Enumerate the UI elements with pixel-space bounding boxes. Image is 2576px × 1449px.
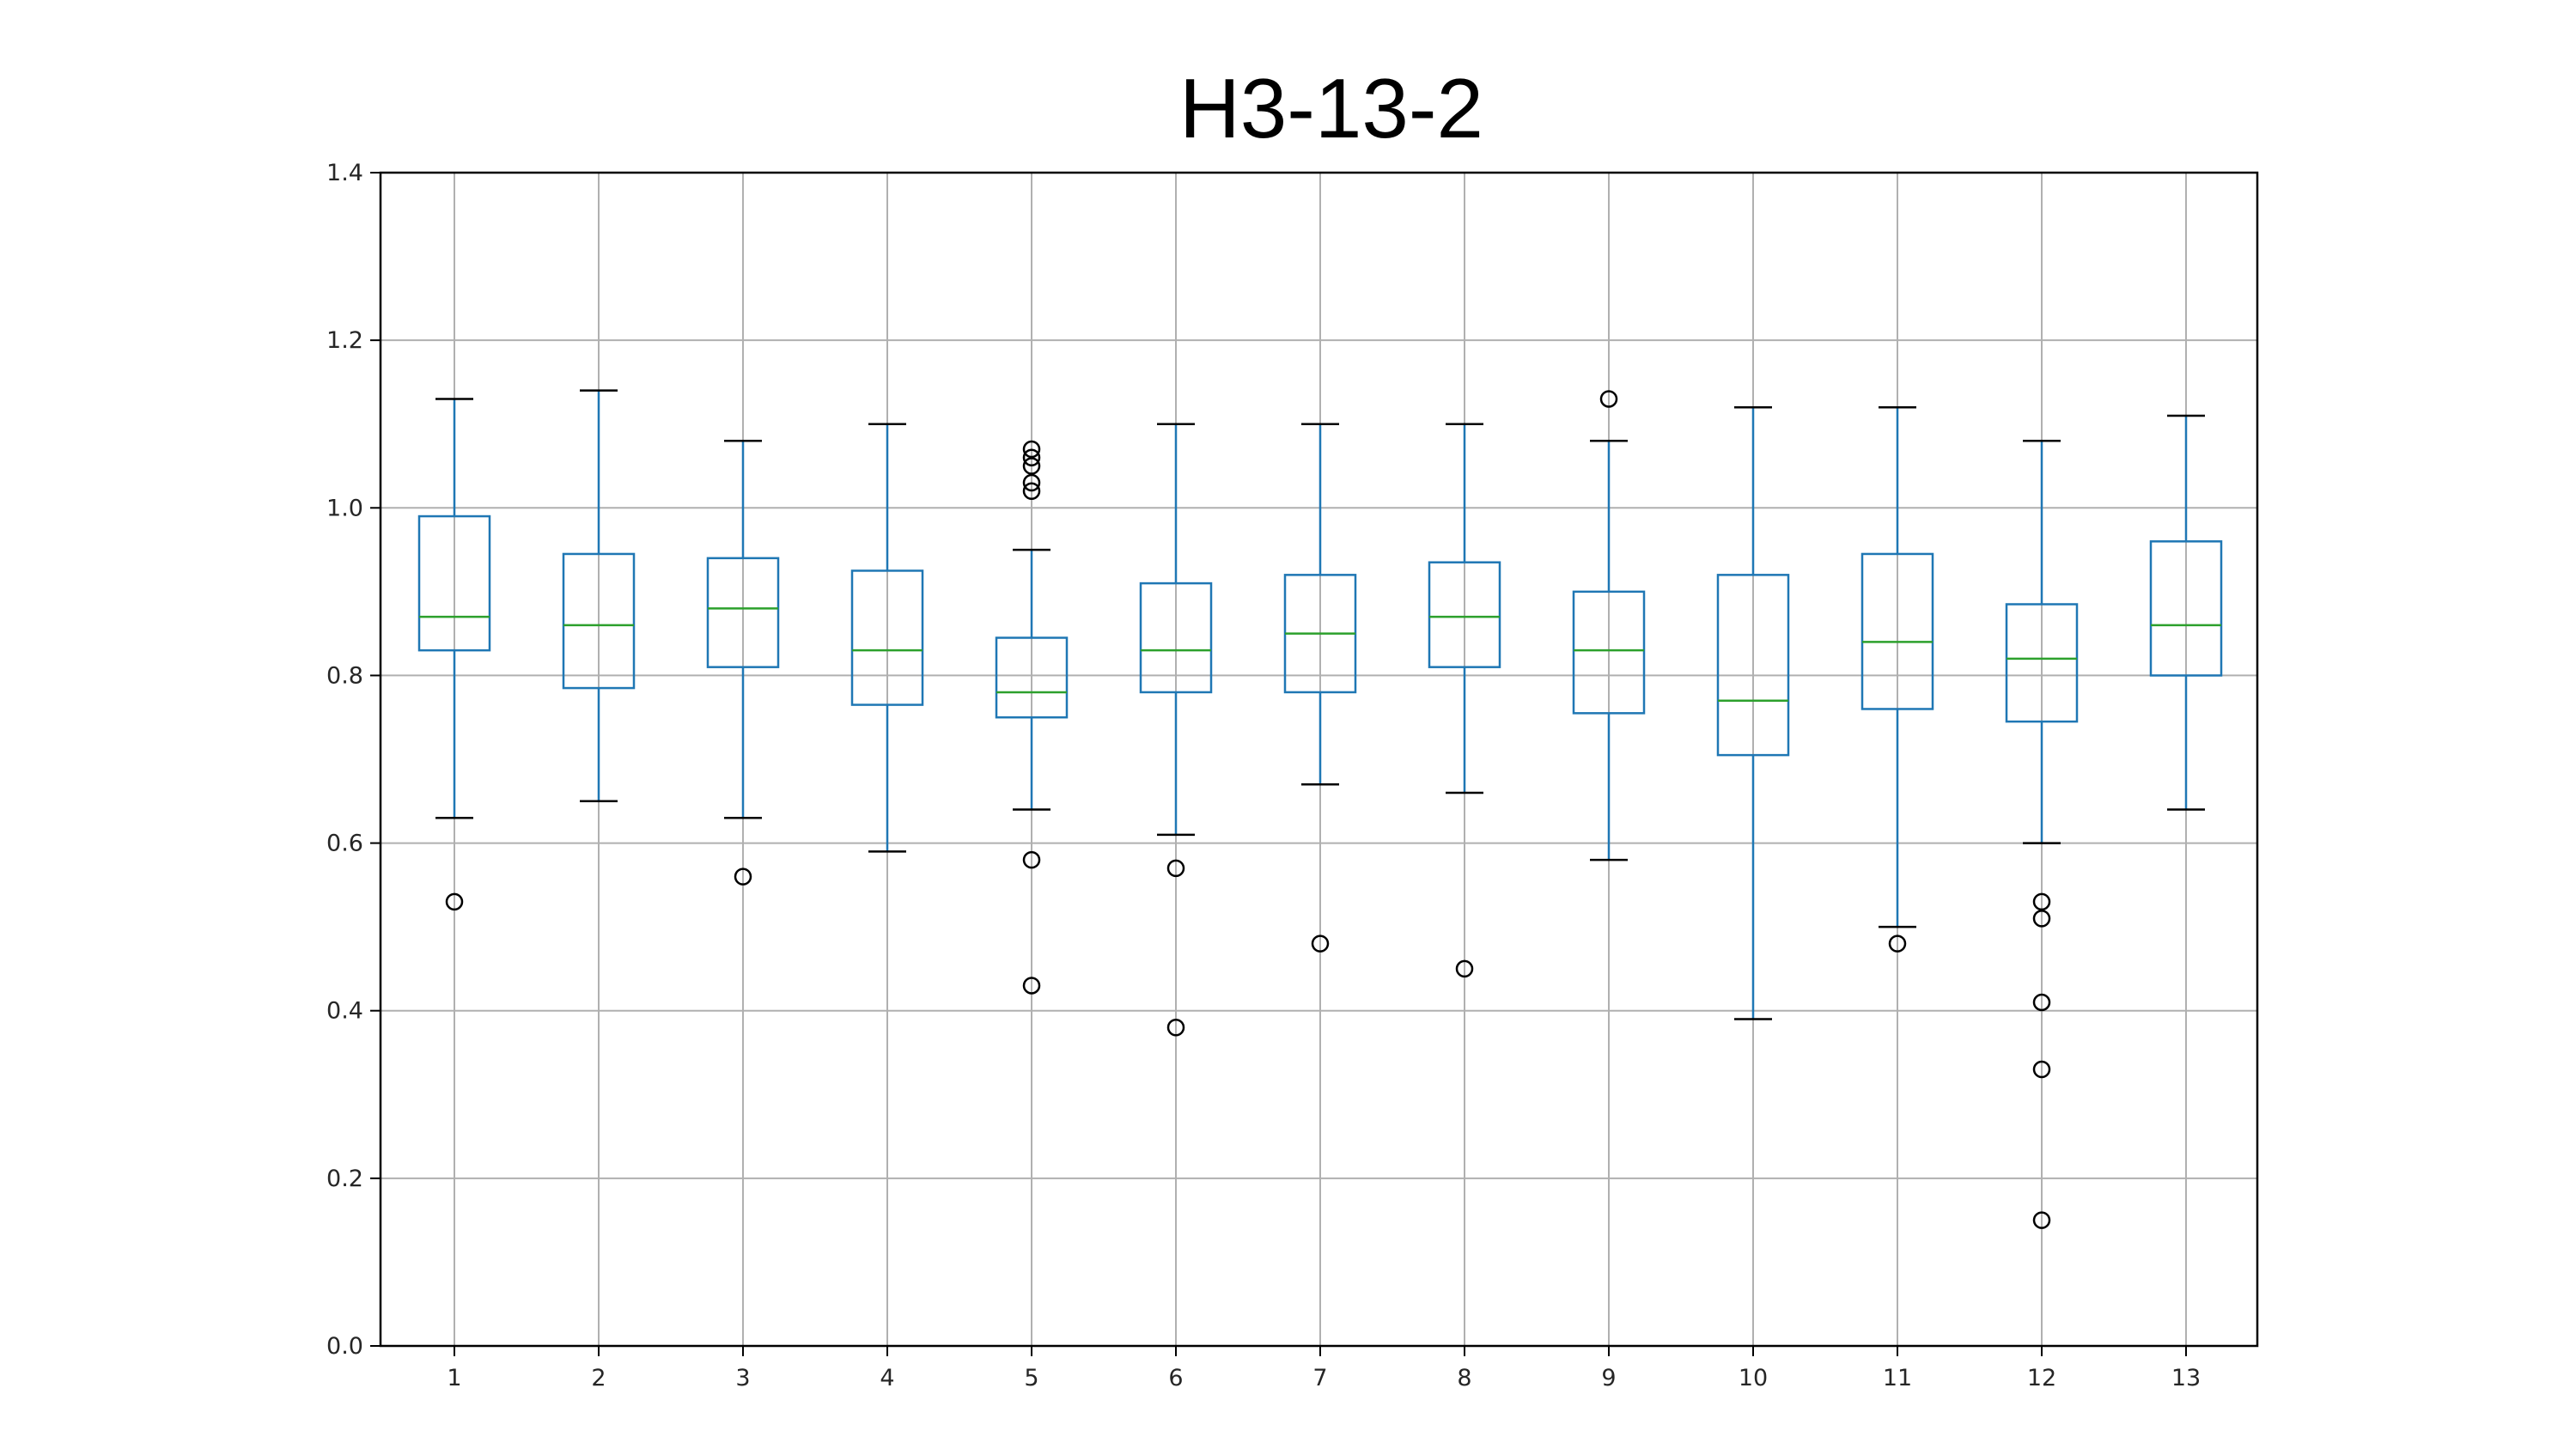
- outlier-point: [1022, 457, 1041, 475]
- box-layer: [417, 389, 2223, 1229]
- outlier-point: [1022, 482, 1041, 501]
- outlier-point: [445, 892, 464, 911]
- iqr-box: [1428, 561, 1501, 668]
- x-tick-label: 4: [880, 1365, 894, 1391]
- x-tick-label: 13: [2171, 1365, 2201, 1391]
- box-group-8: [1428, 423, 1501, 978]
- outlier-point: [1166, 1018, 1185, 1037]
- y-tick-label: 1.0: [326, 495, 363, 521]
- y-tick-label: 0.4: [326, 998, 363, 1025]
- y-tick-label: 1.2: [326, 327, 363, 354]
- y-tick-label: 0.6: [326, 831, 363, 857]
- box-group-1: [417, 398, 491, 911]
- iqr-box: [995, 636, 1069, 719]
- x-tick-label: 1: [447, 1365, 461, 1391]
- iqr-box: [2149, 540, 2223, 677]
- x-tick-label: 7: [1312, 1365, 1327, 1391]
- y-tick-label: 1.4: [326, 160, 363, 186]
- box-group-2: [562, 389, 636, 803]
- box-group-6: [1139, 423, 1213, 1037]
- x-tick-label: 2: [591, 1365, 606, 1391]
- grid-layer: [381, 172, 2257, 1347]
- outlier-point: [1311, 935, 1330, 953]
- x-tick-label: 10: [1739, 1365, 1768, 1391]
- iqr-box: [562, 552, 636, 690]
- outlier-point: [1455, 959, 1474, 978]
- axis-layer: 0.00.20.40.60.81.01.21.41 2 3 4 5 6 7 8 9 10 11 12 1…: [326, 160, 2259, 1391]
- outlier-point: [1022, 448, 1041, 466]
- outlier-point: [2032, 1060, 2051, 1079]
- box-group-13: [2149, 414, 2223, 811]
- outlier-point: [1599, 390, 1618, 408]
- outlier-point: [1022, 850, 1041, 869]
- box-group-5: [995, 440, 1069, 995]
- x-tick-label: 12: [2027, 1365, 2056, 1391]
- iqr-box: [1716, 574, 1790, 757]
- plot-frame: [379, 171, 2259, 1348]
- outlier-point: [1022, 473, 1041, 492]
- box-group-9: [1572, 390, 1646, 861]
- outlier-point: [734, 868, 752, 886]
- box-group-3: [706, 439, 780, 886]
- box-group-7: [1283, 423, 1357, 953]
- y-tick-label: 0.2: [326, 1166, 363, 1192]
- iqr-box: [706, 557, 780, 668]
- outlier-point: [2032, 910, 2051, 928]
- box-group-4: [850, 423, 924, 853]
- iqr-box: [1860, 552, 1934, 710]
- x-tick-label: 6: [1168, 1365, 1183, 1391]
- x-tick-label: 9: [1601, 1365, 1616, 1391]
- iqr-box: [2005, 603, 2079, 723]
- box-group-10: [1716, 405, 1790, 1020]
- outlier-point: [2032, 1211, 2051, 1229]
- box-group-12: [2005, 439, 2079, 1229]
- iqr-box: [850, 569, 924, 706]
- x-tick-label: 8: [1457, 1365, 1471, 1391]
- chart-title: H3-13-2: [1178, 61, 1484, 155]
- iqr-box: [1139, 581, 1213, 694]
- iqr-box: [1572, 590, 1646, 715]
- outlier-point: [1022, 440, 1041, 459]
- y-tick-label: 0.8: [326, 662, 363, 689]
- outlier-point: [1166, 859, 1185, 878]
- y-tick-label: 0.0: [326, 1333, 363, 1360]
- outlier-point: [2032, 993, 2051, 1012]
- outlier-point: [1022, 977, 1041, 995]
- box-group-11: [1860, 405, 1934, 953]
- x-tick-label: 3: [735, 1365, 750, 1391]
- outlier-point: [1888, 935, 1907, 953]
- outlier-point: [2032, 892, 2051, 911]
- x-tick-label: 11: [1883, 1365, 1912, 1391]
- iqr-box: [417, 514, 491, 652]
- x-tick-label: 5: [1024, 1365, 1038, 1391]
